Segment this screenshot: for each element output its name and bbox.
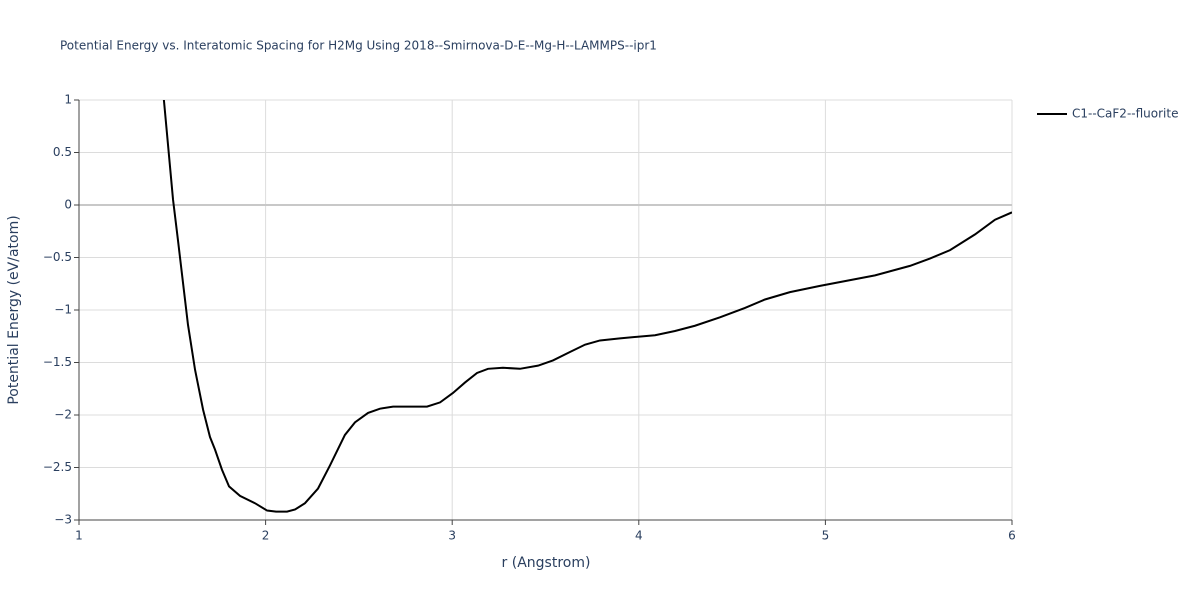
y-axis-title: Potential Energy (eV/atom) <box>6 215 22 404</box>
y-tick-label: −0.5 <box>43 250 72 264</box>
y-tick-label: −2.5 <box>43 460 72 474</box>
x-tick-label: 1 <box>75 529 83 543</box>
x-tick-label: 4 <box>635 529 643 543</box>
y-tick-label: −1 <box>54 303 72 317</box>
y-tick-label: 1 <box>64 93 72 107</box>
y-tick-label: −3 <box>54 513 72 527</box>
x-axis-title: r (Angstrom) <box>502 555 591 571</box>
x-tick-label: 6 <box>1008 529 1016 543</box>
y-tick-label: 0 <box>64 198 72 212</box>
x-tick-label: 3 <box>448 529 456 543</box>
y-tick-label: −1.5 <box>43 355 72 369</box>
y-tick-label: 0.5 <box>53 145 72 159</box>
y-tick-label: −2 <box>54 408 72 422</box>
legend-label: C1--CaF2--fluorite <box>1072 107 1178 121</box>
chart-title: Potential Energy vs. Interatomic Spacing… <box>60 39 657 53</box>
x-tick-label: 2 <box>262 529 270 543</box>
x-tick-label: 5 <box>822 529 830 543</box>
data-line <box>162 100 1012 513</box>
